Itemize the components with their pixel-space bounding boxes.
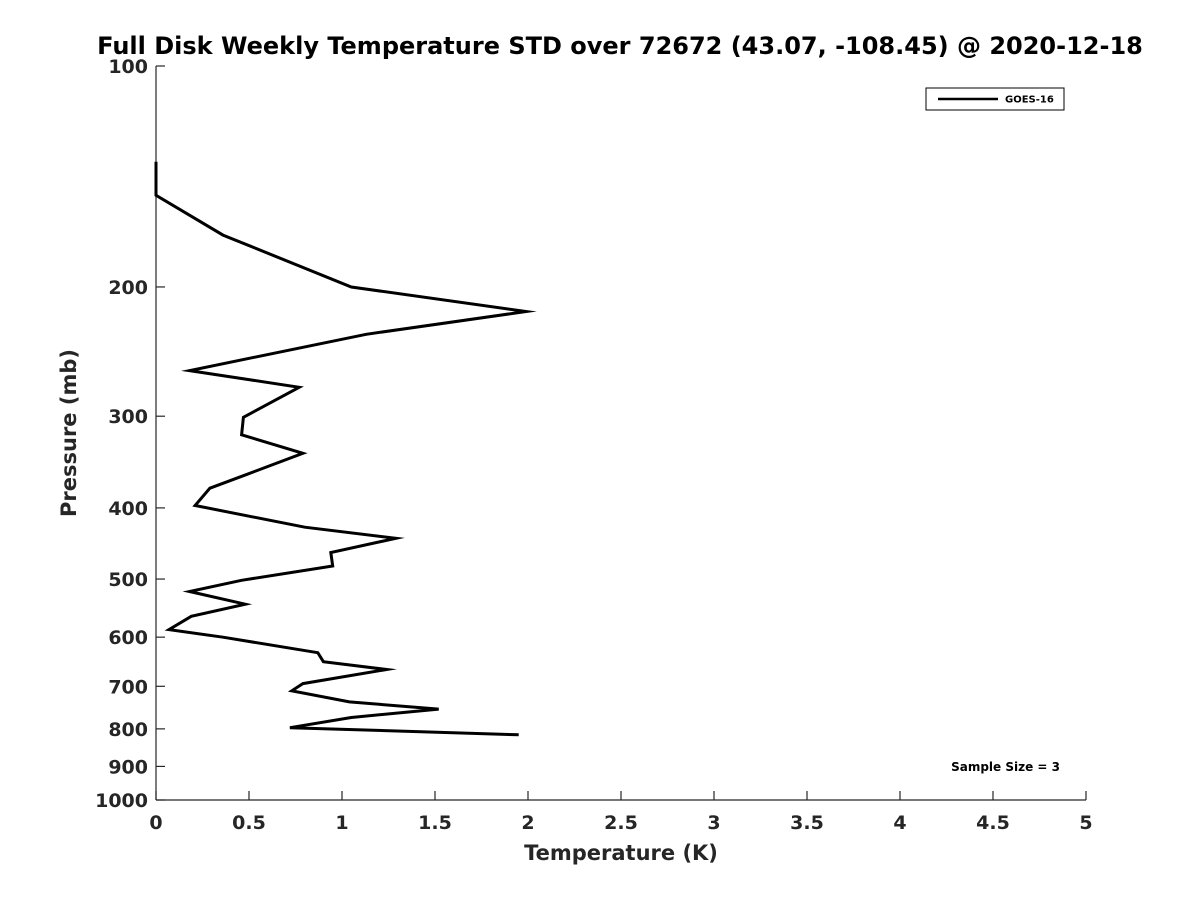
x-tick-label: 4.5 [976, 812, 1010, 834]
y-tick-label: 700 [108, 676, 148, 698]
x-tick-label: 1 [335, 812, 348, 834]
y-tick-label: 800 [108, 719, 148, 741]
legend-label: GOES-16 [1005, 95, 1054, 106]
y-tick-label: 300 [108, 406, 148, 428]
x-tick-label: 3 [707, 812, 720, 834]
y-tick-label: 900 [108, 756, 148, 778]
y-tick-label: 500 [108, 569, 148, 591]
x-tick-label: 1.5 [418, 812, 452, 834]
y-axis-label: Pressure (mb) [57, 349, 81, 517]
x-tick-label: 2.5 [604, 812, 638, 834]
chart-title: Full Disk Weekly Temperature STD over 72… [97, 32, 1143, 60]
series-line-goes-16 [154, 161, 537, 737]
x-tick-label: 2 [521, 812, 534, 834]
x-tick-label: 0 [149, 812, 162, 834]
y-axis-ticks: 100 200 300 400 500 600 700 800 900 1000 [95, 56, 165, 812]
series-layer [154, 161, 537, 737]
x-tick-label: 3.5 [790, 812, 824, 834]
y-tick-label: 1000 [95, 790, 148, 812]
y-tick-label: 200 [108, 277, 148, 299]
x-tick-label: 5 [1079, 812, 1092, 834]
x-axis-label: Temperature (K) [524, 841, 718, 865]
legend: GOES-16 [925, 87, 1065, 111]
x-tick-label: 0.5 [232, 812, 266, 834]
y-tick-label: 400 [108, 498, 148, 520]
y-tick-label: 600 [108, 627, 148, 649]
x-axis-ticks: 0 0.5 1 1.5 2 2.5 3 3.5 4 4.5 5 [149, 791, 1093, 834]
x-tick-label: 4 [893, 812, 906, 834]
y-tick-label: 100 [108, 56, 148, 78]
sample-size-annotation: Sample Size = 3 [951, 760, 1060, 774]
